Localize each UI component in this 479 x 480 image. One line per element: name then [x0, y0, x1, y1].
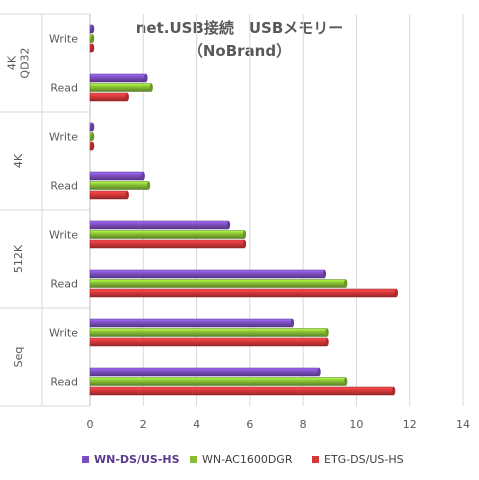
bar-series1-g0-c1: [89, 73, 147, 83]
bar-cap-series3-g2-c0: [242, 240, 247, 248]
group-label-1: 4K: [12, 153, 25, 168]
bar-series1-g2-c1: [89, 269, 325, 279]
bar-cap-series2-g3-c1: [344, 377, 348, 386]
x-tick-label-0: 0: [87, 418, 94, 431]
bar-series1-g3-c1: [89, 367, 320, 377]
bar-cap-series2-g1-c0: [91, 132, 95, 141]
bar-cap-series1-g1-c0: [91, 123, 95, 131]
legend-swatch-series-3: [312, 456, 319, 463]
category-label-2-1: Read: [50, 278, 78, 291]
category-label-1-0: Write: [49, 131, 78, 144]
legend-label-series-3: ETG-DS/US-HS: [324, 453, 404, 466]
bar-series3-g3-c1: [89, 386, 394, 396]
legend-item-series-3: ETG-DS/US-HS: [312, 453, 404, 466]
legend-swatch-series-1: [82, 456, 89, 463]
category-label-0-1: Read: [50, 82, 78, 95]
bar-cap-series1-g3-c0: [290, 319, 295, 327]
bar-cap-series1-g2-c1: [322, 270, 327, 278]
category-label-0-0: Write: [49, 33, 78, 46]
category-label-3-0: Write: [49, 327, 78, 340]
x-tick-label-8: 8: [300, 418, 307, 431]
bar-cap-series1-g0-c1: [144, 74, 148, 82]
bar-cap-series3-g3-c1: [392, 387, 396, 395]
chart-subtitle: （NoBrand）: [187, 42, 292, 60]
bar-cap-series2-g1-c1: [147, 181, 151, 190]
x-tick-label-2: 2: [140, 418, 147, 431]
bar-series3-g3-c0: [89, 337, 328, 347]
bar-cap-series2-g2-c0: [242, 230, 247, 239]
legend-swatch-series-2: [190, 456, 197, 463]
group-label-3: Seq: [12, 347, 25, 368]
bar-cap-series2-g3-c0: [325, 328, 329, 337]
bar-cap-series3-g2-c1: [394, 289, 398, 297]
bar-cap-series1-g0-c0: [91, 25, 95, 33]
bar-cap-series2-g2-c1: [344, 279, 348, 288]
category-label-3-1: Read: [50, 376, 78, 389]
bar-cap-series3-g1-c1: [125, 191, 129, 199]
group-label-0: 4KQD32: [6, 47, 32, 78]
bar-cap-series1-g2-c0: [226, 221, 231, 229]
legend-item-series-1: WN-DS/US-HS: [82, 453, 180, 466]
bar-series3-g2-c1: [89, 288, 397, 298]
bar-cap-series3-g0-c0: [91, 44, 95, 52]
group-label-2: 512K: [12, 244, 25, 273]
x-tick-label-12: 12: [403, 418, 417, 431]
bar-cap-series3-g3-c0: [325, 338, 329, 346]
category-label-1-1: Read: [50, 180, 78, 193]
x-tick-label-4: 4: [193, 418, 200, 431]
bar-series2-g2-c1: [89, 279, 347, 288]
bar-cap-series1-g1-c1: [141, 172, 145, 180]
bar-cap-series3-g0-c1: [125, 93, 129, 101]
bar-series3-g2-c0: [89, 239, 245, 249]
bar-cap-series1-g3-c1: [317, 368, 321, 376]
legend-label-series-1: WN-DS/US-HS: [94, 453, 180, 466]
bar-series2-g1-c1: [89, 181, 149, 190]
bar-cap-series2-g0-c1: [149, 83, 153, 92]
x-tick-label-6: 6: [246, 418, 253, 431]
bar-cap-series3-g1-c0: [91, 142, 95, 150]
bar-series1-g2-c0: [89, 220, 229, 230]
bar-series1-g3-c0: [89, 318, 293, 328]
legend-label-series-2: WN-AC1600DGR: [202, 453, 293, 466]
chart-title: net.USB接続 USBメモリー: [135, 19, 344, 37]
bar-series3-g1-c1: [89, 190, 128, 200]
bar-series3-g0-c1: [89, 92, 128, 102]
bar-series1-g1-c1: [89, 171, 144, 181]
category-label-2-0: Write: [49, 229, 78, 242]
bar-cap-series2-g0-c0: [91, 34, 95, 43]
bar-series2-g0-c1: [89, 83, 152, 92]
bar-series2-g2-c0: [89, 230, 245, 239]
bar-series2-g3-c1: [89, 377, 347, 386]
x-tick-label-10: 10: [349, 418, 363, 431]
x-tick-label-14: 14: [456, 418, 470, 431]
legend-item-series-2: WN-AC1600DGR: [190, 453, 292, 466]
bar-series2-g3-c0: [89, 328, 328, 337]
